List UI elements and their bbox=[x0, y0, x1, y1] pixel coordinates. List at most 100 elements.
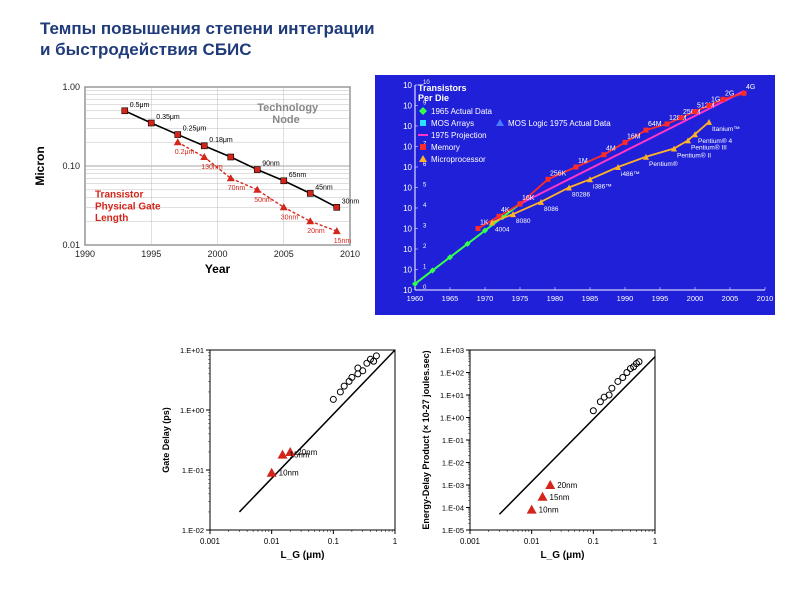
svg-text:4M: 4M bbox=[606, 146, 616, 153]
svg-text:1960: 1960 bbox=[407, 294, 424, 303]
svg-text:Itanium™: Itanium™ bbox=[712, 126, 740, 133]
svg-text:20nm: 20nm bbox=[307, 228, 325, 235]
svg-text:0.25μm: 0.25μm bbox=[183, 126, 207, 133]
chart-technology-node: 0.010.101.0019901995200020052010YearMicr… bbox=[30, 75, 360, 285]
svg-text:1990: 1990 bbox=[617, 294, 634, 303]
svg-text:1.00: 1.00 bbox=[62, 82, 80, 92]
svg-text:1965: 1965 bbox=[442, 294, 459, 303]
svg-text:i386™: i386™ bbox=[593, 183, 612, 190]
svg-text:0.35μm: 0.35μm bbox=[156, 114, 180, 121]
svg-text:1.E-01: 1.E-01 bbox=[182, 466, 204, 475]
svg-text:1K: 1K bbox=[480, 220, 489, 227]
svg-text:0.18μm: 0.18μm bbox=[209, 137, 233, 144]
svg-text:15nm: 15nm bbox=[290, 451, 310, 460]
svg-text:2G: 2G bbox=[725, 90, 734, 97]
svg-text:512M: 512M bbox=[697, 103, 715, 110]
svg-text:30nm: 30nm bbox=[281, 214, 299, 221]
svg-text:Pentium®: Pentium® bbox=[649, 160, 678, 168]
svg-text:10: 10 bbox=[403, 102, 412, 111]
svg-text:1.E-01: 1.E-01 bbox=[442, 436, 464, 445]
svg-text:1.E+01: 1.E+01 bbox=[440, 391, 464, 400]
svg-text:16M: 16M bbox=[627, 133, 641, 140]
svg-text:Pentium® II: Pentium® II bbox=[677, 152, 711, 160]
svg-text:1995: 1995 bbox=[652, 294, 669, 303]
svg-text:Year: Year bbox=[205, 262, 231, 276]
svg-text:MOS Arrays: MOS Arrays bbox=[431, 119, 474, 128]
svg-text:50nm: 50nm bbox=[254, 197, 272, 204]
svg-text:8086: 8086 bbox=[544, 206, 559, 213]
svg-text:4004: 4004 bbox=[495, 226, 510, 233]
svg-text:64M: 64M bbox=[648, 121, 662, 128]
svg-text:1985: 1985 bbox=[582, 294, 599, 303]
svg-text:1.E-05: 1.E-05 bbox=[442, 526, 464, 535]
svg-text:130nm: 130nm bbox=[201, 164, 223, 171]
svg-text:1975 Projection: 1975 Projection bbox=[431, 131, 487, 140]
svg-text:10: 10 bbox=[403, 81, 412, 90]
svg-text:0.5μm: 0.5μm bbox=[130, 102, 150, 109]
svg-text:45nm: 45nm bbox=[315, 184, 333, 191]
svg-text:1: 1 bbox=[653, 537, 658, 546]
svg-text:30nm: 30nm bbox=[342, 198, 360, 205]
svg-text:Per Die: Per Die bbox=[418, 93, 449, 103]
svg-text:16K: 16K bbox=[522, 195, 535, 202]
svg-text:i486™: i486™ bbox=[621, 171, 640, 178]
svg-text:1.E-04: 1.E-04 bbox=[442, 504, 464, 513]
svg-text:4K: 4K bbox=[501, 207, 510, 214]
svg-text:Gate Delay (ps): Gate Delay (ps) bbox=[161, 407, 171, 473]
svg-text:0.01: 0.01 bbox=[264, 537, 280, 546]
svg-text:8080: 8080 bbox=[516, 218, 531, 225]
svg-text:10: 10 bbox=[403, 204, 412, 213]
svg-text:20nm: 20nm bbox=[557, 481, 577, 490]
svg-text:MOS Logic 1975 Actual Data: MOS Logic 1975 Actual Data bbox=[508, 119, 611, 128]
svg-text:1.E-02: 1.E-02 bbox=[442, 459, 464, 468]
svg-text:Energy-Delay Product (× 10-27: Energy-Delay Product (× 10-27 joules.sec… bbox=[421, 350, 431, 529]
svg-text:2010: 2010 bbox=[757, 294, 774, 303]
svg-text:L_G (μm): L_G (μm) bbox=[281, 550, 325, 561]
svg-text:10: 10 bbox=[403, 163, 412, 172]
svg-text:1970: 1970 bbox=[477, 294, 494, 303]
svg-text:1M: 1M bbox=[578, 158, 588, 165]
title-line-2: и быстродействия СБИС bbox=[40, 39, 375, 60]
svg-text:Memory: Memory bbox=[431, 143, 460, 152]
svg-text:0.10: 0.10 bbox=[62, 161, 80, 171]
svg-text:0.01: 0.01 bbox=[524, 537, 540, 546]
svg-text:Node: Node bbox=[272, 114, 300, 126]
svg-text:1975: 1975 bbox=[512, 294, 529, 303]
svg-text:10nm: 10nm bbox=[279, 469, 299, 478]
svg-text:Pentium® 4: Pentium® 4 bbox=[698, 137, 732, 145]
svg-text:0.001: 0.001 bbox=[460, 537, 481, 546]
svg-text:10: 10 bbox=[403, 122, 412, 131]
svg-text:256K: 256K bbox=[550, 170, 567, 177]
svg-text:2010: 2010 bbox=[340, 249, 360, 259]
svg-text:1990: 1990 bbox=[75, 249, 95, 259]
svg-text:10: 10 bbox=[403, 245, 412, 254]
svg-text:1.E+02: 1.E+02 bbox=[440, 369, 464, 378]
svg-text:10: 10 bbox=[403, 184, 412, 193]
svg-text:1.E+01: 1.E+01 bbox=[180, 346, 204, 355]
svg-text:2000: 2000 bbox=[207, 249, 227, 259]
svg-text:10: 10 bbox=[403, 225, 412, 234]
svg-text:1.E-02: 1.E-02 bbox=[182, 526, 204, 535]
svg-text:1: 1 bbox=[393, 537, 398, 546]
chart-gate-delay: 0.0010.010.111.E-021.E-011.E+001.E+01L_G… bbox=[155, 340, 405, 565]
svg-text:Length: Length bbox=[95, 213, 128, 224]
svg-text:1980: 1980 bbox=[547, 294, 564, 303]
svg-text:4G: 4G bbox=[746, 84, 755, 91]
svg-text:Transistor: Transistor bbox=[95, 189, 143, 200]
svg-text:Technology: Technology bbox=[257, 102, 319, 114]
svg-text:2005: 2005 bbox=[722, 294, 739, 303]
svg-text:2005: 2005 bbox=[274, 249, 294, 259]
svg-text:Microprocessor: Microprocessor bbox=[431, 155, 486, 164]
svg-text:70nm: 70nm bbox=[228, 185, 246, 192]
page-title: Темпы повышения степени интеграции и быс… bbox=[40, 18, 375, 61]
svg-text:10nm: 10nm bbox=[539, 506, 559, 515]
svg-text:90nm: 90nm bbox=[262, 161, 280, 168]
svg-text:15nm: 15nm bbox=[550, 493, 570, 502]
title-line-1: Темпы повышения степени интеграции bbox=[40, 18, 375, 39]
svg-text:1.E+00: 1.E+00 bbox=[440, 414, 464, 423]
svg-text:0.1: 0.1 bbox=[328, 537, 340, 546]
chart-transistors-per-die: 1001011021031041051061071081091010196019… bbox=[375, 75, 775, 315]
svg-text:15nm: 15nm bbox=[334, 238, 352, 245]
svg-text:1.E-03: 1.E-03 bbox=[442, 481, 464, 490]
svg-text:0.2μm: 0.2μm bbox=[175, 149, 195, 156]
